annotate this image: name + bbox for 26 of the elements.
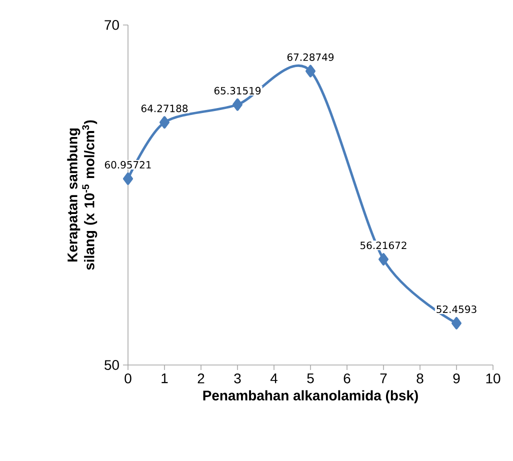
point bbox=[160, 116, 170, 129]
x-tick-label: 0 bbox=[124, 373, 132, 384]
y-tick-label: 50 bbox=[104, 360, 119, 370]
y-tick-label: 70 bbox=[104, 20, 119, 30]
x-tick-label: 9 bbox=[453, 373, 460, 384]
x-tick-label: 8 bbox=[416, 373, 424, 384]
x-tick-label: 5 bbox=[307, 374, 314, 384]
point bbox=[232, 98, 242, 111]
x-tick-label: 10 bbox=[486, 373, 500, 384]
data-label: 52.4593 bbox=[436, 305, 476, 314]
x-tick-label: 1 bbox=[162, 374, 168, 384]
point bbox=[123, 172, 133, 185]
data-label: 67.28749 bbox=[287, 53, 334, 61]
x-tick-label: 4 bbox=[270, 374, 278, 384]
x-tick-label: 3 bbox=[234, 373, 241, 384]
x-tick-label: 6 bbox=[344, 373, 350, 384]
point bbox=[452, 316, 462, 330]
point bbox=[378, 253, 388, 266]
x-tick-label: 7 bbox=[380, 374, 387, 384]
data-label: 64.27188 bbox=[141, 104, 188, 112]
data-label: 60.95721 bbox=[104, 161, 151, 169]
x-axis-title: Penambahan alkanolamida (bsk) bbox=[203, 390, 418, 404]
x-tick-label: 2 bbox=[198, 373, 204, 384]
point bbox=[306, 64, 316, 78]
data-label: 65.31519 bbox=[214, 86, 261, 94]
data-label: 56.21672 bbox=[360, 242, 406, 250]
